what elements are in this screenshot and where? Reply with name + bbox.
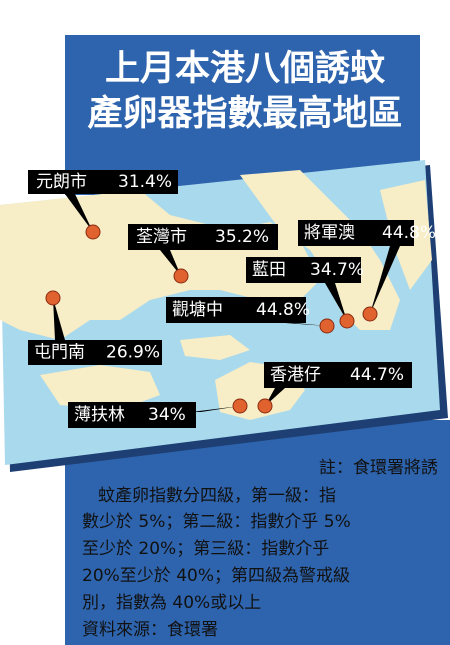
note-line: 數少於 5%；第二級：指數介乎 5% xyxy=(82,512,351,532)
location-name: 薄扶林 xyxy=(74,405,125,425)
location-dot xyxy=(85,224,101,240)
location-value: 26.9% xyxy=(106,343,160,363)
label-box xyxy=(166,297,306,323)
location-name: 將軍澳 xyxy=(304,223,355,243)
location-dot xyxy=(173,268,189,284)
label-box xyxy=(264,362,412,388)
location-dot xyxy=(339,313,355,329)
location-value: 44.7% xyxy=(350,365,404,385)
label-box xyxy=(298,220,414,246)
title: 產卵器指數最高地區 xyxy=(87,93,402,134)
location-name: 屯門南 xyxy=(34,343,85,363)
location-name: 元朗市 xyxy=(36,172,87,192)
note-line: 資料來源：食環署 xyxy=(82,620,218,640)
location-name: 香港仔 xyxy=(270,365,321,385)
location-name: 藍田 xyxy=(252,260,286,280)
label-box xyxy=(128,224,278,250)
note-line: 20%至少於 40%；第四級為警戒級 xyxy=(82,566,350,586)
location-dot xyxy=(362,306,378,322)
location-name: 荃灣市 xyxy=(136,227,187,247)
note-line: 別，指數為 40%或以上 xyxy=(82,593,261,613)
pointer xyxy=(325,283,347,321)
location-value: 31.4% xyxy=(118,172,172,192)
note-line: 蚊產卵指數分四級，第一級：指 xyxy=(98,486,336,506)
label-box xyxy=(246,257,361,283)
label-box xyxy=(28,170,178,194)
location-dot xyxy=(257,398,273,414)
pointer xyxy=(370,246,400,314)
label-box xyxy=(68,402,196,428)
pointer xyxy=(160,250,181,276)
pointer xyxy=(65,194,93,232)
location-value: 34.7% xyxy=(310,260,364,280)
location-value: 34% xyxy=(148,405,186,425)
location-name: 觀塘中 xyxy=(172,300,223,320)
location-dot xyxy=(45,290,61,306)
pointer xyxy=(53,298,65,340)
location-value: 35.2% xyxy=(215,227,269,247)
location-dot xyxy=(319,318,335,334)
label-box xyxy=(28,340,162,365)
pointer xyxy=(191,406,240,412)
location-value: 44.8% xyxy=(256,300,310,320)
note-line: 註：食環署將誘 xyxy=(319,458,438,478)
location-dot xyxy=(232,398,248,414)
note-panel xyxy=(65,420,450,645)
title: 上月本港八個誘蚊 xyxy=(105,49,386,89)
note-line: 至少於 20%；第三級：指數介乎 xyxy=(82,539,329,559)
pointer xyxy=(285,323,327,326)
location-value: 44.8% xyxy=(382,223,436,243)
